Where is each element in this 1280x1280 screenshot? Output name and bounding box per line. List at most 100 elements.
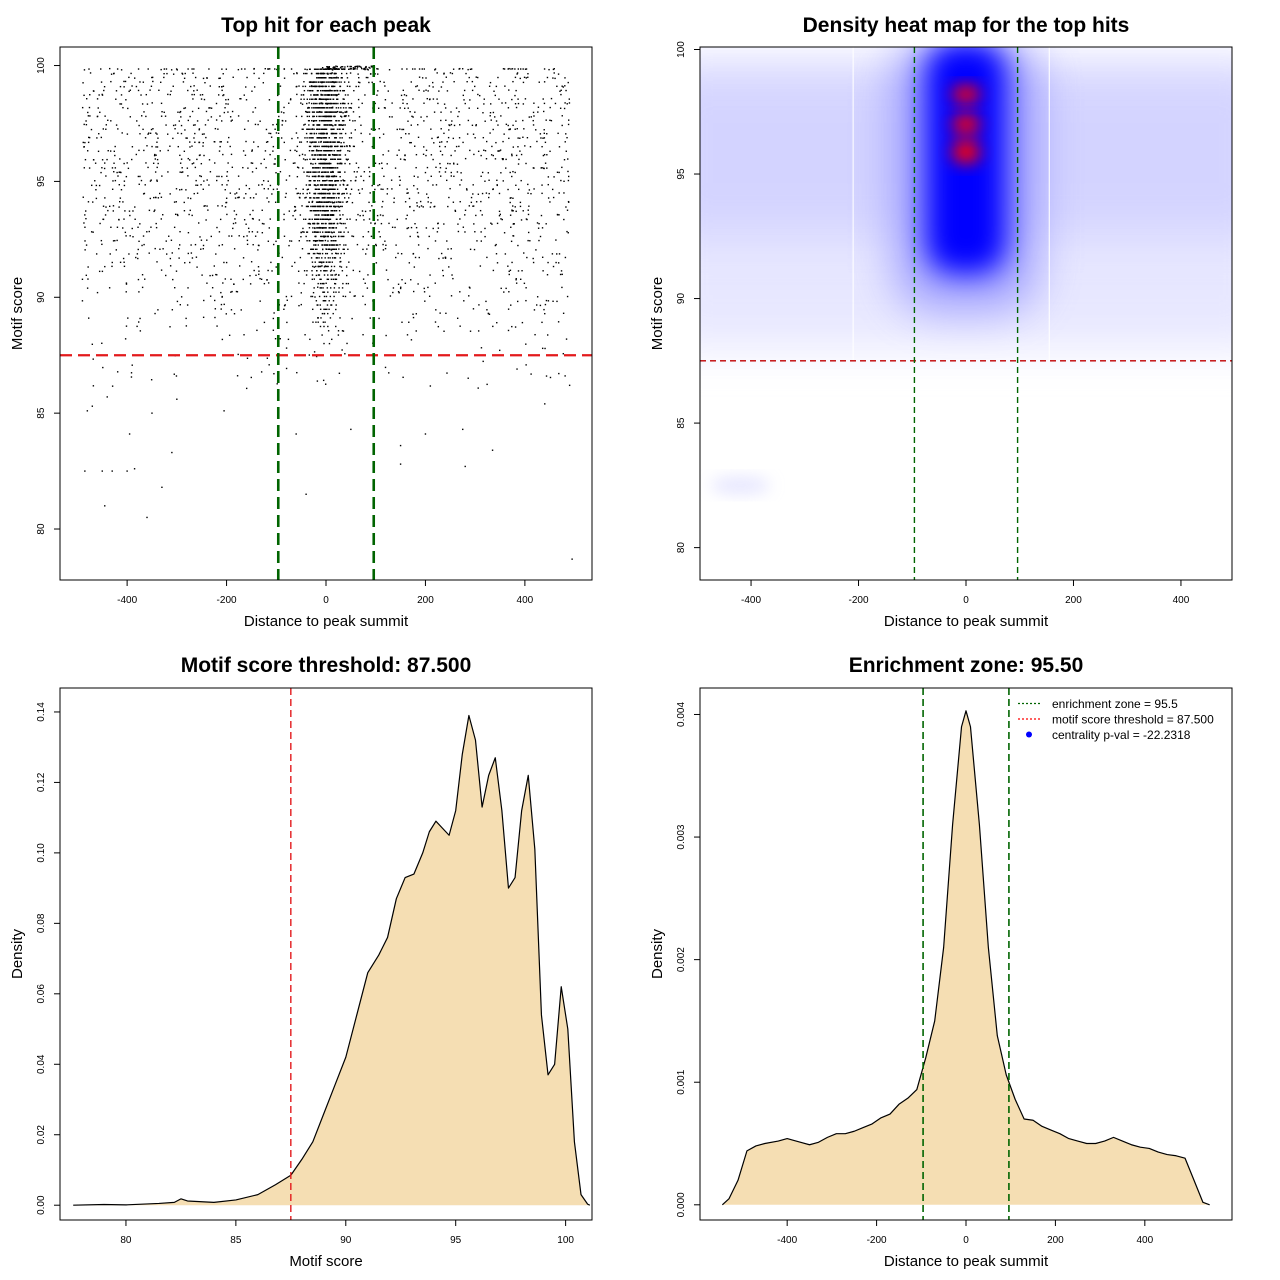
scatter-point: [194, 124, 196, 126]
scatter-point: [189, 261, 191, 264]
scatter-point: [488, 85, 491, 87]
scatter-point: [266, 279, 268, 281]
scatter-point: [323, 300, 325, 302]
x-axis-label: Distance to peak summit: [884, 613, 1049, 630]
scatter-point: [508, 137, 510, 140]
scatter-point: [128, 210, 131, 212]
scatter-point: [248, 187, 251, 190]
scatter-point: [322, 98, 324, 100]
scatter-point: [306, 231, 308, 233]
scatter-point: [144, 137, 147, 139]
scatter-point: [159, 150, 161, 152]
scatter-point: [489, 81, 492, 84]
scatter-point: [318, 171, 320, 173]
scatter-point: [440, 119, 442, 122]
scatter-point: [308, 102, 310, 104]
scatter-point: [414, 256, 417, 259]
scatter-point: [328, 89, 330, 92]
scatter-point: [84, 249, 86, 251]
scatter-point: [317, 94, 319, 96]
scatter-point: [333, 132, 335, 135]
scatter-point: [367, 231, 370, 233]
scatter-point: [332, 300, 335, 302]
scatter-point: [323, 154, 325, 156]
scatter-point: [146, 516, 148, 519]
scatter-point: [182, 81, 185, 83]
scatter-point: [541, 145, 543, 148]
scatter-point: [221, 68, 223, 70]
scatter-point: [344, 115, 347, 118]
scatter-point: [507, 107, 510, 109]
scatter-point: [333, 175, 335, 178]
scatter-point: [183, 210, 186, 212]
scatter-point: [323, 201, 326, 203]
scatter-point: [267, 180, 269, 182]
scatter-point: [314, 94, 316, 96]
scatter-point: [319, 162, 322, 165]
scatter-point: [342, 192, 344, 195]
scatter-point: [240, 98, 242, 100]
scatter-point: [470, 68, 473, 70]
scatter-point: [289, 98, 292, 100]
scatter-point: [102, 205, 105, 207]
scatter-point: [562, 312, 565, 315]
scatter-point: [560, 93, 562, 96]
scatter-point: [194, 141, 196, 143]
scatter-point: [471, 124, 474, 127]
scatter-point: [302, 85, 304, 88]
scatter-point: [533, 102, 535, 104]
scatter-point: [325, 227, 327, 229]
scatter-point: [221, 296, 223, 298]
scatter-point: [459, 325, 461, 327]
scatter-point: [202, 244, 205, 247]
scatter-point: [333, 94, 336, 96]
scatter-point: [507, 265, 509, 267]
legend-label: centrality p-val = -22.2318: [1052, 728, 1191, 742]
scatter-point: [327, 111, 330, 113]
scatter-point: [350, 65, 352, 68]
scatter-point: [324, 218, 327, 220]
scatter-point: [532, 111, 535, 114]
scatter-point: [354, 179, 357, 182]
scatter-point: [114, 167, 117, 169]
scatter-point: [256, 231, 259, 233]
scatter-point: [147, 133, 149, 135]
scatter-point: [420, 205, 423, 207]
scatter-point: [312, 227, 314, 229]
scatter-point: [157, 162, 159, 165]
scatter-point: [189, 141, 191, 143]
scatter-point: [312, 158, 315, 160]
scatter-point: [343, 180, 346, 182]
scatter-point: [519, 201, 522, 204]
scatter-point: [322, 171, 324, 173]
scatter-point: [315, 141, 317, 143]
heatmap-hotspot: [952, 114, 980, 135]
scatter-point: [313, 351, 316, 353]
scatter-point: [309, 197, 312, 199]
scatter-point: [329, 145, 331, 148]
scatter-point: [179, 110, 182, 113]
scatter-point: [179, 189, 181, 191]
scatter-point: [333, 154, 336, 156]
scatter-point: [475, 214, 477, 217]
scatter-point: [565, 89, 567, 92]
scatter-point: [122, 201, 124, 203]
scatter-point: [330, 89, 332, 92]
scatter-point: [467, 119, 470, 122]
scatter-point: [209, 274, 211, 277]
scatter-point: [303, 98, 305, 100]
scatter-point: [427, 90, 429, 92]
scatter-point: [111, 167, 114, 169]
scatter-point: [507, 188, 509, 191]
scatter-point: [119, 85, 122, 88]
scatter-point: [567, 81, 569, 84]
scatter-point: [374, 73, 376, 75]
scatter-point: [201, 133, 204, 135]
scatter-point: [305, 111, 308, 113]
scatter-point: [410, 81, 412, 83]
scatter-point: [283, 112, 285, 114]
scatter-point: [334, 274, 336, 276]
scatter-point: [322, 261, 325, 263]
scatter-point: [315, 119, 318, 122]
scatter-point: [537, 106, 540, 108]
